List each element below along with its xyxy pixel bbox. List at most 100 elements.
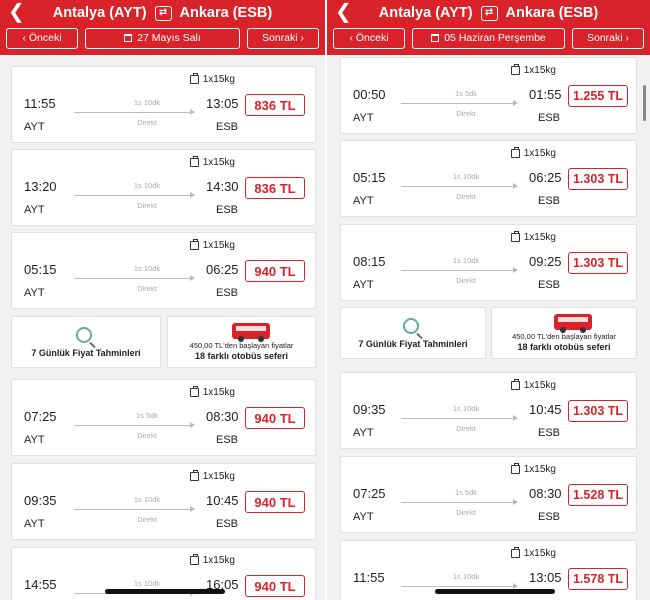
baggage-info: 1x15kg [510, 463, 556, 475]
arrival-time: 13:05 [206, 96, 239, 111]
departure-time: 09:35 [353, 402, 386, 417]
duration: 1s 10dk [452, 172, 480, 181]
arrival-time: 01:55 [529, 87, 562, 102]
route-arrow [401, 415, 518, 421]
date-label: 27 Mayıs Salı [137, 32, 201, 44]
suitcase-icon [510, 547, 520, 558]
duration: 1s 10dk [133, 264, 161, 273]
baggage-label: 1x15kg [523, 65, 556, 76]
home-indicator [105, 589, 225, 594]
baggage-label: 1x15kg [523, 232, 556, 243]
date-nav: ‹ Önceki 27 Mayıs Salı Sonraki › [0, 26, 325, 50]
baggage-label: 1x15kg [202, 74, 235, 85]
flight-card[interactable]: 1x15kg 05:15 1s 10dk 06:25 AYT Direkt ES… [340, 140, 637, 217]
route-title: ❮ Antalya (AYT) ⇄ Ankara (ESB) [327, 0, 650, 26]
price-forecast-card[interactable]: 7 Günlük Fiyat Tahminleri [340, 307, 486, 359]
price-button[interactable]: 836 TL [245, 94, 305, 116]
route-arrow [401, 583, 518, 589]
chart-magnifier-icon [76, 327, 92, 343]
baggage-label: 1x15kg [202, 240, 235, 251]
stop-info: Direkt [137, 515, 157, 524]
price-button[interactable]: 1.255 TL [568, 85, 628, 107]
price-button[interactable]: 1.578 TL [568, 568, 628, 590]
arrival-time: 13:05 [529, 570, 562, 585]
suitcase-icon [189, 156, 199, 167]
route-arrow [74, 422, 195, 428]
baggage-info: 1x15kg [189, 239, 235, 251]
bus-offer-card[interactable]: 450,00 TL'den başlayan fiyatlar 18 farkl… [167, 316, 316, 368]
duration: 1s 10dk [452, 404, 480, 413]
back-chevron-left-icon[interactable]: ❮ [335, 1, 352, 23]
suitcase-icon [510, 147, 520, 158]
baggage-info: 1x15kg [189, 470, 235, 482]
prev-day-button[interactable]: ‹ Önceki [6, 27, 78, 49]
destination-code: ESB [538, 511, 561, 523]
price-button[interactable]: 940 TL [245, 260, 305, 282]
route-arrow [74, 192, 195, 198]
stop-info: Direkt [456, 508, 476, 517]
origin-code: AYT [24, 287, 45, 299]
departure-time: 08:15 [353, 254, 386, 269]
bus-offer-card[interactable]: 450,00 TL'den başlayan fiyatlar 18 farkl… [491, 307, 637, 359]
stop-info: Direkt [137, 201, 157, 210]
bus-price-label: 450,00 TL'den başlayan fiyatlar [512, 332, 616, 341]
swap-icon[interactable]: ⇄ [480, 5, 498, 21]
stop-info: Direkt [456, 109, 476, 118]
arrival-time: 14:30 [206, 179, 239, 194]
flight-card[interactable]: 1x15kg 05:15 1s 10dk 06:25 AYT Direkt ES… [11, 232, 316, 309]
price-button[interactable]: 1.303 TL [568, 400, 628, 422]
price-button[interactable]: 940 TL [245, 407, 305, 429]
price-button[interactable]: 836 TL [245, 177, 305, 199]
departure-time: 09:35 [24, 493, 57, 508]
suitcase-icon [189, 73, 199, 84]
flight-card[interactable]: 1x15kg 08:15 1s 10dk 09:25 AYT Direkt ES… [340, 224, 637, 301]
back-chevron-left-icon[interactable]: ❮ [8, 1, 25, 23]
next-day-button[interactable]: Sonraki › [572, 27, 644, 49]
baggage-info: 1x15kg [510, 64, 556, 76]
baggage-info: 1x15kg [189, 156, 235, 168]
next-day-button[interactable]: Sonraki › [247, 27, 319, 49]
date-label: 05 Haziran Perşembe [444, 32, 546, 44]
flight-card[interactable]: 1x15kg 09:35 1s 10dk 10:45 AYT Direkt ES… [340, 372, 637, 449]
flight-card[interactable]: 1x15kg 11:55 1s 10dk 13:05 AYT Direkt ES… [11, 66, 316, 143]
chart-magnifier-icon [403, 318, 419, 334]
price-button[interactable]: 940 TL [245, 491, 305, 513]
price-button[interactable]: 1.303 TL [568, 168, 628, 190]
destination-code: ESB [538, 427, 561, 439]
flight-card[interactable]: 1x15kg 11:55 1s 10dk 13:05 1.578 TL [340, 540, 637, 600]
scrollbar[interactable] [643, 85, 646, 121]
destination-label: Ankara (ESB) [179, 5, 273, 21]
departure-time: 11:55 [24, 96, 56, 111]
destination-code: ESB [216, 518, 239, 530]
stop-info: Direkt [137, 118, 157, 127]
arrival-time: 16:05 [206, 577, 239, 592]
departure-time: 05:15 [353, 170, 386, 185]
baggage-label: 1x15kg [202, 471, 235, 482]
duration: 1s 10dk [133, 495, 161, 504]
flight-card[interactable]: 1x15kg 09:35 1s 10dk 10:45 AYT Direkt ES… [11, 463, 316, 540]
suitcase-icon [189, 386, 199, 397]
swap-icon[interactable]: ⇄ [154, 5, 172, 21]
flight-list: 1x15kg 00:50 1s 5dk 01:55 AYT Direkt ESB… [327, 55, 650, 600]
destination-code: ESB [216, 121, 239, 133]
price-button[interactable]: 940 TL [245, 575, 305, 597]
arrival-time: 06:25 [529, 170, 562, 185]
flight-card[interactable]: 1x15kg 07:25 1s 5dk 08:30 AYT Direkt ESB… [11, 379, 316, 456]
price-button[interactable]: 1.303 TL [568, 252, 628, 274]
duration: 1s 10dk [452, 256, 480, 265]
price-button[interactable]: 1.528 TL [568, 484, 628, 506]
flight-card[interactable]: 1x15kg 00:50 1s 5dk 01:55 AYT Direkt ESB… [340, 57, 637, 134]
arrival-time: 08:30 [206, 409, 239, 424]
baggage-info: 1x15kg [510, 231, 556, 243]
date-button[interactable]: 05 Haziran Perşembe [412, 27, 565, 49]
price-forecast-card[interactable]: 7 Günlük Fiyat Tahminleri [11, 316, 161, 368]
date-button[interactable]: 27 Mayıs Salı [85, 27, 240, 49]
prev-day-button[interactable]: ‹ Önceki [333, 27, 405, 49]
stop-info: Direkt [456, 192, 476, 201]
baggage-label: 1x15kg [523, 464, 556, 475]
bus-trips-label: 18 farklı otobüs seferi [194, 351, 289, 361]
flight-card[interactable]: 1x15kg 13:20 1s 10dk 14:30 AYT Direkt ES… [11, 149, 316, 226]
flight-card[interactable]: 1x15kg 07:25 1s 5dk 08:30 AYT Direkt ESB… [340, 456, 637, 533]
departure-time: 13:20 [24, 179, 57, 194]
duration: 1s 5dk [454, 488, 478, 497]
